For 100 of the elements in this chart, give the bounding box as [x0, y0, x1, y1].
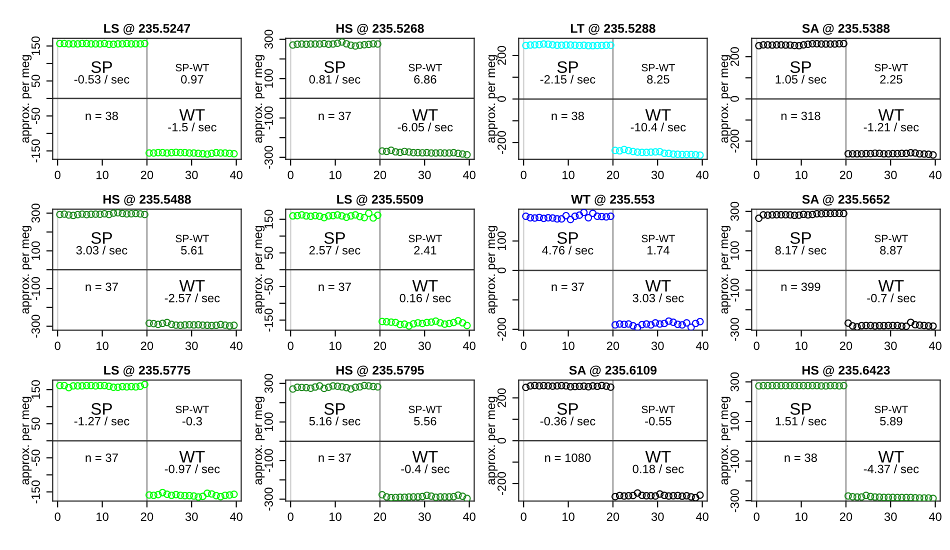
x-tick-label: 30 — [185, 512, 198, 521]
y-tick-label: 100 — [497, 231, 506, 250]
annotation: WT — [412, 450, 438, 462]
chart-title: LT @ 235.5288 — [570, 24, 656, 35]
y-tick-label: 50 — [31, 418, 40, 430]
annotation: 6.86 — [414, 75, 436, 84]
annotation: -0.4 / sec — [401, 464, 450, 474]
x-tick-label: 40 — [462, 170, 476, 180]
annotation: SP — [790, 61, 811, 74]
x-tick-label: 40 — [696, 170, 708, 180]
x-tick-label: 10 — [330, 170, 342, 180]
annotation: -1.21 / sec — [864, 122, 919, 132]
annotation: n = 37 — [318, 454, 351, 462]
chart-title: SA @ 235.5388 — [802, 24, 890, 35]
x-tick-label: 0 — [520, 512, 526, 521]
x-tick-label: 20 — [374, 512, 386, 521]
y-tick-label: 0 — [497, 438, 506, 444]
annotation: SP-WT — [874, 406, 908, 414]
annotation: 1.51 / sec — [776, 416, 826, 426]
y-tick-label: -200 — [497, 318, 506, 341]
x-tick-label: 30 — [884, 342, 897, 350]
x-tick-label: 20 — [140, 342, 154, 350]
x-tick-label: 0 — [54, 342, 60, 350]
annotation: -0.97 / sec — [164, 464, 220, 474]
annotation: SP — [91, 61, 112, 74]
annotation: 8.87 — [880, 246, 902, 255]
annotation: -1.5 / sec — [168, 122, 216, 132]
chart-title: SA @ 235.6109 — [569, 366, 657, 377]
x-tick-label: 10 — [96, 170, 108, 180]
annotation: -0.3 — [182, 416, 202, 426]
annotation: 8.17 / sec — [775, 246, 826, 255]
annotation: SP-WT — [874, 234, 908, 242]
y-axis-title: approx. per meg — [22, 396, 32, 485]
y-tick-label: 150 — [264, 210, 273, 228]
annotation: SP — [324, 61, 345, 74]
annotation: WT — [412, 280, 438, 292]
y-tick-label: -300 — [730, 489, 739, 512]
annotation: 5.16 / sec — [309, 416, 360, 426]
annotation: 5.56 — [414, 416, 436, 426]
x-tick-label: 20 — [374, 342, 386, 350]
chart-title: HS @ 235.5488 — [103, 194, 191, 206]
y-tick-label: 300 — [31, 204, 40, 223]
x-tick-label: 0 — [288, 342, 294, 350]
x-tick-label: 0 — [754, 512, 760, 521]
y-tick-label: -300 — [264, 146, 273, 169]
chart-title: HS @ 235.5268 — [336, 24, 424, 35]
annotation: -2.57 / sec — [164, 294, 220, 302]
x-tick-label: 40 — [230, 342, 242, 350]
y-tick-label: 300 — [730, 202, 739, 221]
y-axis-title: approx. per meg — [488, 396, 498, 485]
x-tick-label: 10 — [562, 512, 574, 521]
annotation: WT — [179, 450, 205, 462]
x-tick-label: 40 — [462, 512, 476, 521]
x-tick-label: 40 — [928, 170, 942, 180]
chart-title: SA @ 235.5652 — [802, 194, 890, 206]
annotation: n = 1080 — [545, 454, 591, 462]
y-tick-label: -100 — [730, 278, 739, 302]
annotation: 2.25 — [880, 75, 902, 84]
x-tick-label: 40 — [928, 512, 942, 521]
chart-title: LS @ 235.5775 — [104, 366, 190, 377]
x-tick-label: 10 — [96, 342, 108, 350]
annotation: n = 37 — [318, 112, 351, 120]
x-tick-label: 20 — [140, 512, 154, 521]
annotation: n = 399 — [781, 282, 820, 292]
y-axis-title: approx. per meg — [255, 55, 265, 143]
x-tick-label: 10 — [96, 512, 108, 521]
y-axis-title: approx. per meg — [721, 55, 731, 143]
y-tick-label: 150 — [31, 380, 40, 399]
annotation: n = 37 — [318, 282, 351, 292]
annotation: 0.97 — [181, 75, 204, 84]
chart-title: LS @ 235.5247 — [104, 24, 190, 35]
y-axis-title: approx. per meg — [255, 396, 265, 485]
annotation: 5.61 — [181, 246, 204, 255]
chart-title: WT @ 235.553 — [571, 194, 654, 206]
x-tick-label: 30 — [651, 512, 664, 521]
y-axis-title: approx. per meg — [22, 226, 32, 314]
y-axis-title: approx. per meg — [255, 226, 265, 314]
annotation: -4.37 / sec — [864, 464, 919, 474]
y-tick-label: 50 — [31, 74, 40, 88]
annotation: SP-WT — [642, 234, 675, 242]
annotation: -0.7 / sec — [867, 294, 916, 302]
y-tick-label: 100 — [31, 241, 40, 260]
annotation: 1.74 — [647, 246, 670, 254]
y-axis-title: approx. per meg — [488, 55, 498, 143]
chart-title: HS @ 235.5795 — [336, 366, 424, 377]
y-tick-label: 50 — [264, 246, 273, 260]
y-axis-title: approx. per meg — [22, 55, 32, 143]
y-tick-label: 100 — [264, 412, 273, 432]
annotation: 0.18 / sec — [632, 464, 684, 474]
y-axis-title: approx. per meg — [721, 226, 731, 314]
y-axis-title: approx. per meg — [721, 396, 731, 485]
annotation: 1.05 / sec — [776, 74, 826, 84]
x-tick-label: 10 — [562, 170, 574, 180]
annotation: SP-WT — [176, 406, 209, 414]
y-tick-label: 100 — [264, 69, 273, 88]
annotation: SP-WT — [408, 406, 442, 414]
x-tick-label: 20 — [606, 342, 620, 350]
annotation: SP-WT — [874, 64, 908, 72]
x-tick-label: 40 — [230, 170, 242, 180]
x-tick-label: 30 — [185, 342, 198, 350]
